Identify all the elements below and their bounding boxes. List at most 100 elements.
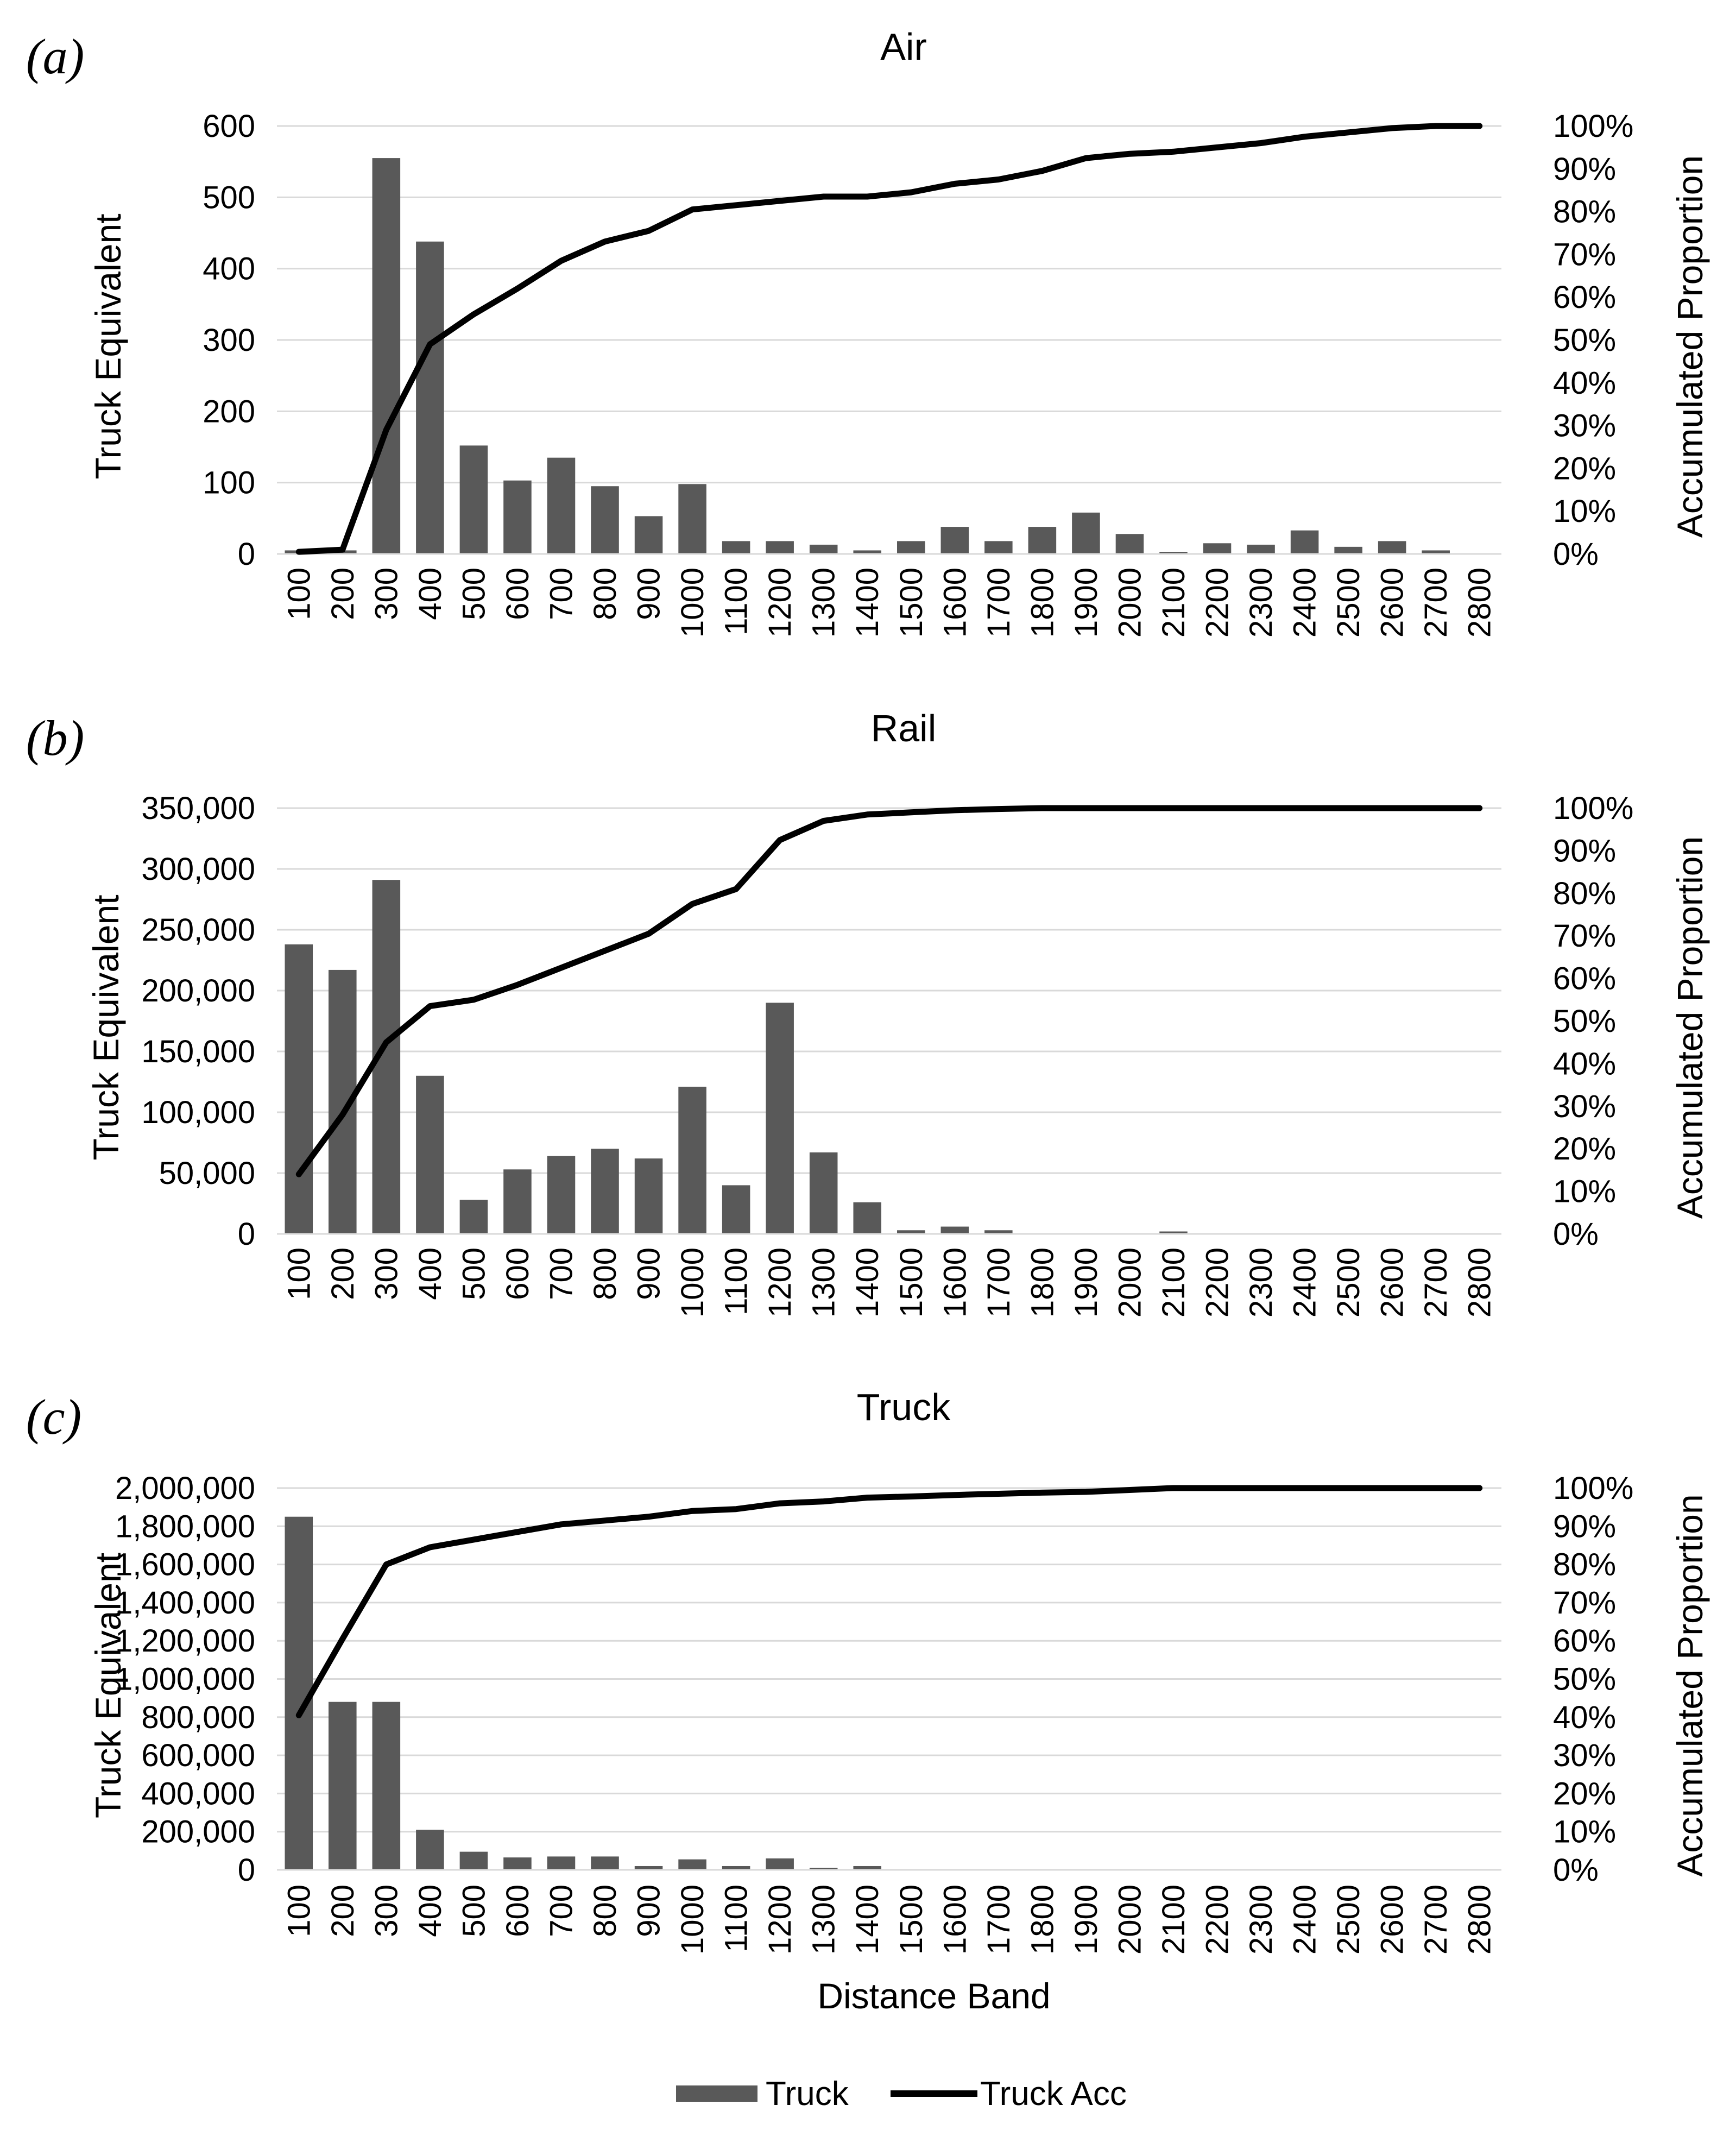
y2-tick-label: 50% — [1553, 1662, 1616, 1697]
y-tick-label: 100 — [203, 465, 255, 501]
x-tick-label: 600 — [500, 1247, 535, 1300]
bar-2500 — [1334, 546, 1362, 554]
bar-1800 — [1028, 527, 1057, 554]
y-tick-label: 600 — [203, 109, 255, 144]
x-tick-label: 2800 — [1462, 1885, 1498, 1955]
accumulated-line — [295, 1485, 1483, 1718]
x-tick-label: 1300 — [806, 1885, 842, 1955]
bar-1100 — [722, 541, 750, 554]
x-tick-label: 600 — [500, 568, 535, 620]
bar-1500 — [897, 541, 925, 554]
bar-1000 — [678, 1086, 706, 1234]
bar-700 — [547, 1156, 576, 1234]
x-tick-label: 2100 — [1156, 1885, 1191, 1955]
x-tick-label: 1100 — [719, 1247, 754, 1315]
y2-tick-label: 80% — [1553, 1547, 1616, 1583]
x-tick-label: 1300 — [806, 568, 842, 638]
bar-1100 — [722, 1185, 750, 1234]
y2-tick-label: 60% — [1553, 1623, 1616, 1659]
x-tick-label: 1700 — [981, 1247, 1017, 1318]
x-tick-label: 900 — [632, 1885, 667, 1937]
x-tick-label: 2100 — [1156, 1247, 1191, 1318]
bar-600 — [503, 480, 532, 554]
bar-1600 — [940, 527, 969, 554]
x-tick-label: 400 — [413, 568, 448, 620]
y-tick-label: 1,800,000 — [115, 1509, 255, 1544]
bar-1900 — [1072, 512, 1100, 554]
y-tick-label: 0 — [238, 537, 255, 572]
y-tick-label: 500 — [203, 180, 255, 215]
x-tick-label: 1000 — [675, 1247, 710, 1318]
x-tick-label: 2600 — [1375, 1885, 1410, 1955]
y-tick-label: 300 — [203, 323, 255, 358]
y-tick-label: 150,000 — [141, 1034, 255, 1069]
chart-panel-rail: (b) Rail 0 50,000 100,000 150,000 200,000 250,0… — [26, 707, 1710, 1318]
bar-2600 — [1378, 541, 1406, 554]
bar-1700 — [984, 541, 1013, 554]
y2-tick-label: 30% — [1553, 1738, 1616, 1773]
bar-300 — [372, 1702, 401, 1870]
x-tick-label: 2700 — [1418, 1885, 1454, 1955]
bar-800 — [591, 486, 619, 554]
y2-tick-label: 100% — [1553, 791, 1633, 826]
bar-1300 — [809, 544, 838, 554]
legend-bar-swatch — [676, 2085, 757, 2102]
y-tick-label: 400,000 — [141, 1776, 255, 1811]
bar-1200 — [766, 541, 794, 554]
bar-800 — [591, 1149, 619, 1234]
x-tick-label: 1500 — [894, 1885, 929, 1955]
bar-1200 — [766, 1003, 794, 1234]
x-tick-label: 2700 — [1418, 1247, 1454, 1318]
x-tick-label: 2400 — [1287, 568, 1323, 638]
y2-tick-label: 60% — [1553, 280, 1616, 315]
chart-panel-air: (a) Air01002003004005006000%10%20%30%40%5… — [26, 26, 1710, 638]
x-tick-label: 1300 — [806, 1247, 842, 1318]
y-tick-label: 1,400,000 — [115, 1585, 255, 1621]
y-tick-label: 400 — [203, 251, 255, 287]
y2-tick-label: 0% — [1553, 1217, 1599, 1252]
x-tick-label: 2800 — [1462, 568, 1498, 638]
y-tick-label: 0 — [238, 1217, 255, 1252]
y2-tick-label: 40% — [1553, 365, 1616, 401]
y2-tick-label: 80% — [1553, 194, 1616, 230]
y-tick-label: 200,000 — [141, 973, 255, 1009]
x-tick-label: 1800 — [1025, 1247, 1060, 1318]
y2-tick-label: 30% — [1553, 408, 1616, 444]
x-tick-label: 1400 — [850, 568, 885, 638]
x-tick-label: 1200 — [762, 1885, 798, 1955]
y-tick-label: 100,000 — [141, 1095, 255, 1130]
x-tick-label: 2500 — [1331, 568, 1366, 638]
x-tick-label: 1900 — [1069, 568, 1104, 638]
bar-900 — [634, 1158, 663, 1234]
bar-1100 — [722, 1866, 750, 1870]
y2-tick-label: 90% — [1553, 1509, 1616, 1544]
x-tick-label: 100 — [281, 1885, 317, 1937]
bar-600 — [503, 1857, 532, 1870]
bar-900 — [634, 516, 663, 554]
x-tick-label: 1600 — [937, 568, 973, 638]
x-tick-label: 700 — [544, 1885, 579, 1937]
y2-tick-label: 40% — [1553, 1046, 1616, 1081]
x-tick-label: 1400 — [850, 1885, 885, 1955]
y2-tick-label: 50% — [1553, 1004, 1616, 1039]
bar-2700 — [1422, 550, 1450, 554]
bar-2300 — [1247, 544, 1275, 554]
y2-tick-label: 90% — [1553, 152, 1616, 187]
x-tick-label: 1100 — [719, 568, 754, 635]
y-axis-title: Truck Equivalent — [86, 894, 126, 1160]
x-tick-label: 2300 — [1243, 1885, 1279, 1955]
bar-1400 — [853, 550, 882, 554]
x-tick-label: 2400 — [1287, 1247, 1323, 1318]
panel-letter: (c) — [26, 1389, 81, 1445]
y-tick-label: 250,000 — [141, 912, 255, 948]
y2-tick-label: 100% — [1553, 1471, 1633, 1506]
x-tick-label: 400 — [413, 1885, 448, 1937]
x-tick-label: 1800 — [1025, 568, 1060, 638]
bar-400 — [416, 241, 444, 554]
bar-2100 — [1159, 1231, 1188, 1234]
panel-letter: (b) — [26, 710, 84, 766]
x-tick-label: 800 — [588, 1885, 623, 1937]
y-tick-label: 200 — [203, 394, 255, 429]
bar-1400 — [853, 1866, 882, 1870]
